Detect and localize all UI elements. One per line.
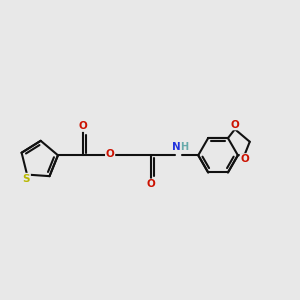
Text: N: N bbox=[172, 142, 180, 152]
Text: O: O bbox=[79, 121, 88, 131]
Text: H: H bbox=[181, 142, 189, 152]
Text: O: O bbox=[147, 179, 156, 189]
Text: O: O bbox=[230, 120, 239, 130]
Text: O: O bbox=[106, 149, 115, 159]
Text: O: O bbox=[240, 154, 249, 164]
Text: S: S bbox=[22, 173, 30, 184]
